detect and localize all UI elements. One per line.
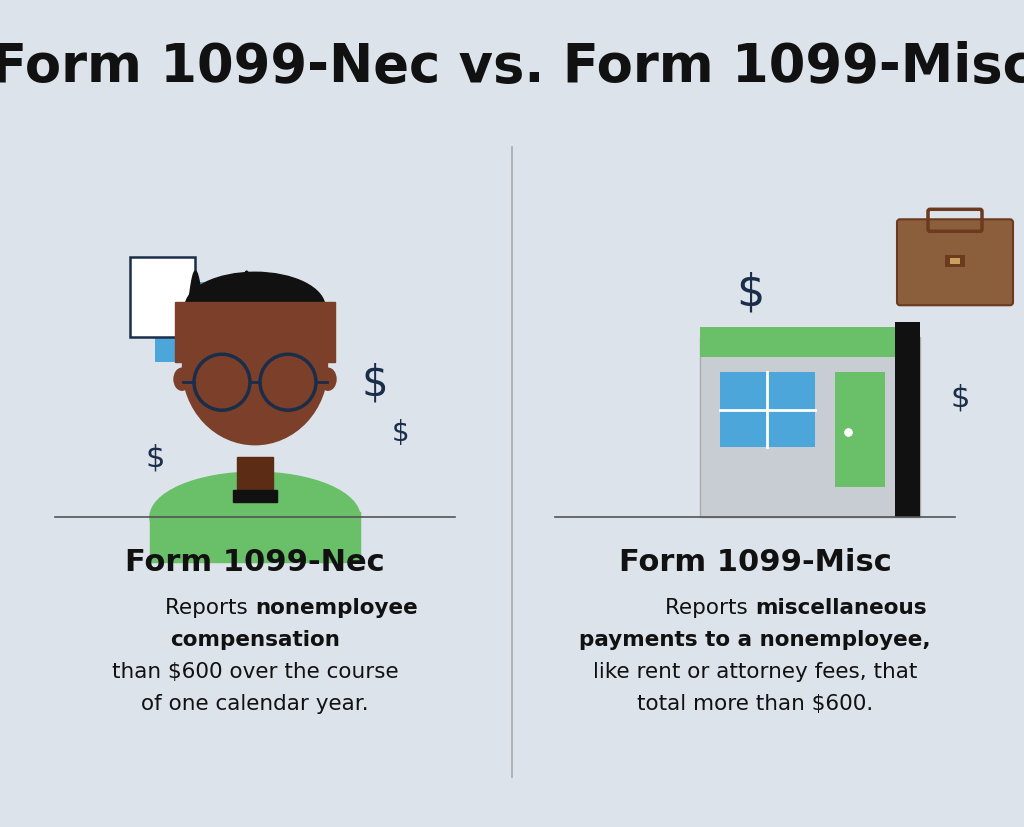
Bar [237, 457, 273, 498]
Ellipse shape [182, 290, 328, 445]
Ellipse shape [150, 472, 360, 562]
Text: like rent or attorney fees, that: like rent or attorney fees, that [593, 662, 918, 681]
Ellipse shape [185, 273, 325, 343]
Bar [175, 303, 335, 363]
Text: Form 1099-Nec vs. Form 1099-Misc: Form 1099-Nec vs. Form 1099-Misc [0, 41, 1024, 93]
Text: miscellaneous: miscellaneous [755, 597, 927, 618]
Text: $: $ [361, 361, 388, 404]
Bar [895, 323, 920, 518]
Text: $: $ [391, 418, 409, 447]
Text: $: $ [736, 271, 764, 314]
Text: Reports: Reports [165, 597, 255, 618]
FancyBboxPatch shape [897, 220, 1013, 306]
Text: compensation: compensation [170, 629, 340, 649]
Text: total more than $600.: total more than $600. [637, 693, 873, 713]
Ellipse shape [319, 369, 336, 390]
Text: Reports: Reports [666, 597, 755, 618]
Text: $: $ [950, 383, 970, 412]
Text: Form 1099-Nec: Form 1099-Nec [125, 547, 385, 576]
FancyBboxPatch shape [130, 258, 195, 338]
Text: Form 1099-Misc: Form 1099-Misc [618, 547, 891, 576]
Bar [950, 259, 961, 265]
Bar [720, 373, 815, 447]
Bar [700, 327, 920, 358]
Text: than $600 over the course: than $600 over the course [112, 662, 398, 681]
Text: of one calendar year.: of one calendar year. [141, 693, 369, 713]
Bar [700, 337, 920, 518]
Bar [150, 513, 360, 562]
FancyBboxPatch shape [155, 283, 220, 363]
Bar [233, 490, 278, 503]
Ellipse shape [174, 369, 190, 390]
Bar [945, 256, 965, 268]
Text: nonemployee: nonemployee [255, 597, 418, 618]
Text: payments to a nonemployee,: payments to a nonemployee, [580, 629, 931, 649]
Text: $: $ [145, 443, 165, 472]
Bar [835, 373, 885, 488]
